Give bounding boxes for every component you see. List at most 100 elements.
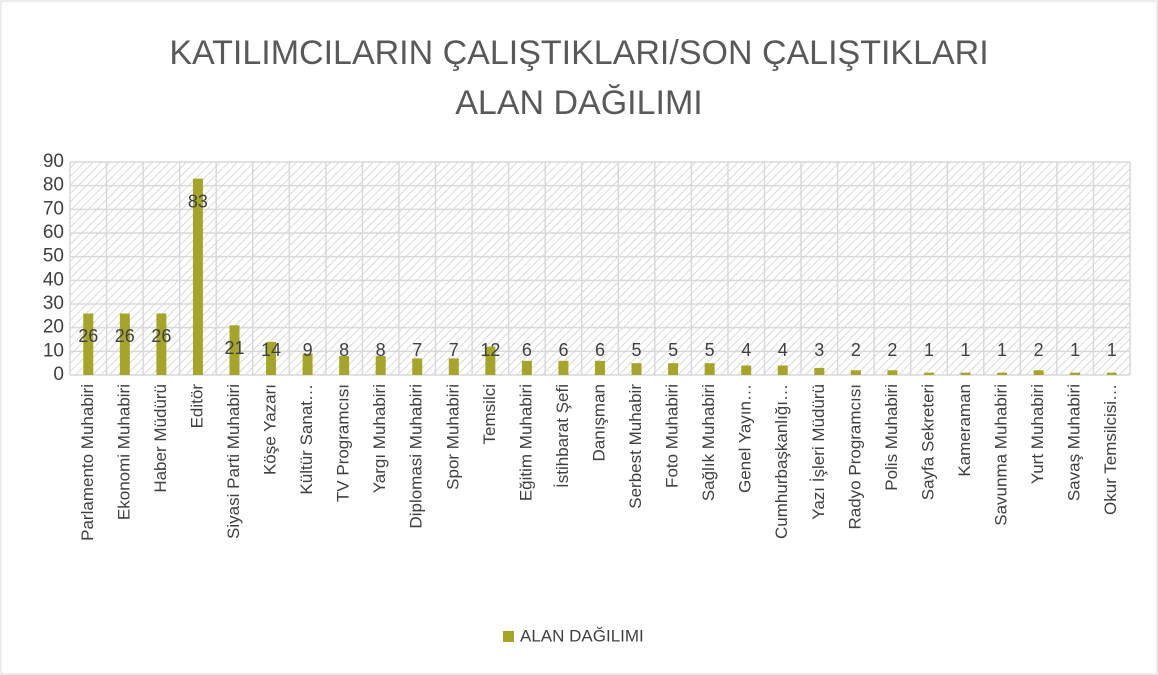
bar (704, 363, 715, 375)
bar (119, 313, 130, 375)
bar (156, 313, 167, 375)
x-tick-label: Serbest Muhabir (626, 384, 645, 509)
bar (777, 365, 788, 375)
x-tick-label: Editör (187, 384, 206, 429)
bar (631, 363, 642, 375)
bar (887, 370, 898, 375)
x-tick-label: İstihbarat Şefi (553, 384, 572, 488)
data-label: 8 (339, 340, 349, 360)
x-tick-label: Diplomasi Muhabiri (407, 384, 426, 529)
bar (412, 358, 423, 375)
x-tick-label: Yazı İşleri Müdürü (809, 384, 828, 520)
x-tick-label: Eğitim Muhabiri (516, 384, 535, 501)
bar (83, 313, 94, 375)
x-tick-label: Danışman (589, 384, 608, 461)
data-label: 8 (376, 340, 386, 360)
bar (375, 356, 386, 375)
y-tick-label: 10 (43, 340, 64, 361)
y-tick-label: 20 (43, 317, 64, 338)
y-tick-label: 50 (43, 246, 64, 267)
x-tick-label: Spor Muhabiri (443, 384, 462, 490)
x-tick-label: Sağlık Muhabiri (699, 384, 718, 501)
data-label: 4 (741, 340, 751, 360)
data-label: 1 (1107, 340, 1117, 360)
bar (229, 325, 240, 375)
data-label: 7 (412, 340, 422, 360)
x-tick-label: Kültür Sanat… (297, 384, 316, 495)
data-label: 2 (1034, 340, 1044, 360)
bar (448, 358, 459, 375)
data-label: 21 (224, 338, 244, 358)
bar (1033, 370, 1044, 375)
bar (302, 353, 313, 375)
y-tick-label: 40 (43, 269, 64, 290)
data-label: 6 (558, 340, 568, 360)
x-tick-label: Yargı Muhabiri (370, 384, 389, 493)
data-label: 83 (188, 191, 208, 211)
bar (960, 372, 971, 375)
x-tick-label: TV Programcısı (334, 384, 353, 502)
data-label: 26 (78, 326, 98, 346)
y-tick-label: 60 (43, 222, 64, 243)
x-tick-label: Ekonomi Muhabiri (114, 384, 133, 520)
data-label: 2 (887, 340, 897, 360)
x-tick-label: Polis Muhabiri (882, 384, 901, 491)
bar (521, 360, 532, 375)
data-label: 5 (668, 340, 678, 360)
data-label: 7 (449, 340, 459, 360)
data-label: 2 (851, 340, 861, 360)
plot-area (70, 162, 1130, 375)
x-tick-label: Savaş Muhabiri (1065, 384, 1084, 501)
x-tick-label: Parlamento Muhabiri (78, 384, 97, 541)
data-label: 1 (997, 340, 1007, 360)
chart-title: KATILIMCILARIN ÇALIŞTIKLARI/SON ÇALIŞTIK… (169, 34, 988, 72)
legend-label: ALAN DAĞILIMI (520, 626, 644, 645)
data-label: 6 (595, 340, 605, 360)
data-label: 12 (480, 340, 500, 360)
data-label: 9 (303, 340, 313, 360)
x-tick-label: Siyasi Parti Muhabiri (224, 384, 243, 539)
x-tick-label: Radyo Programcısı (845, 384, 864, 530)
data-label: 6 (522, 340, 532, 360)
x-tick-label: Sayfa Sekreteri (918, 384, 937, 500)
bar (741, 365, 752, 375)
bar (923, 372, 934, 375)
bar (266, 341, 277, 375)
y-tick-label: 80 (43, 175, 64, 196)
data-label: 26 (115, 326, 135, 346)
bar (668, 363, 679, 375)
data-label: 14 (261, 340, 281, 360)
data-label: 4 (778, 340, 788, 360)
data-label: 5 (632, 340, 642, 360)
data-label: 5 (705, 340, 715, 360)
bar (339, 356, 350, 375)
data-label: 3 (814, 340, 824, 360)
x-tick-label: Genel Yayın… (736, 384, 755, 493)
x-tick-label: Okur Temsilcisi… (1101, 384, 1120, 515)
x-tick-label: Kameraman (955, 384, 974, 477)
bar (192, 178, 203, 375)
bar (595, 360, 605, 375)
y-tick-label: 30 (43, 293, 64, 314)
data-label: 1 (1070, 340, 1080, 360)
y-tick-label: 70 (43, 198, 64, 219)
bar (1070, 372, 1081, 375)
data-label: 26 (151, 326, 171, 346)
data-label: 1 (961, 340, 971, 360)
x-tick-label: Savunma Muhabiri (992, 384, 1011, 526)
chart-title: ALAN DAĞILIMI (455, 84, 703, 122)
y-tick-label: 90 (43, 151, 64, 172)
bar (1106, 372, 1117, 375)
x-tick-label: Cumhurbaşkanlığı… (772, 384, 791, 539)
x-tick-label: Haber Müdürü (151, 384, 170, 493)
x-tick-label: Köşe Yazarı (261, 384, 280, 475)
bar (558, 360, 569, 375)
x-tick-label: Yurt Muhabiri (1028, 384, 1047, 484)
bar (997, 372, 1008, 375)
bar (485, 346, 496, 375)
bar (814, 367, 825, 375)
x-tick-label: Temsilci (480, 384, 499, 444)
y-tick-label: 0 (53, 364, 64, 385)
